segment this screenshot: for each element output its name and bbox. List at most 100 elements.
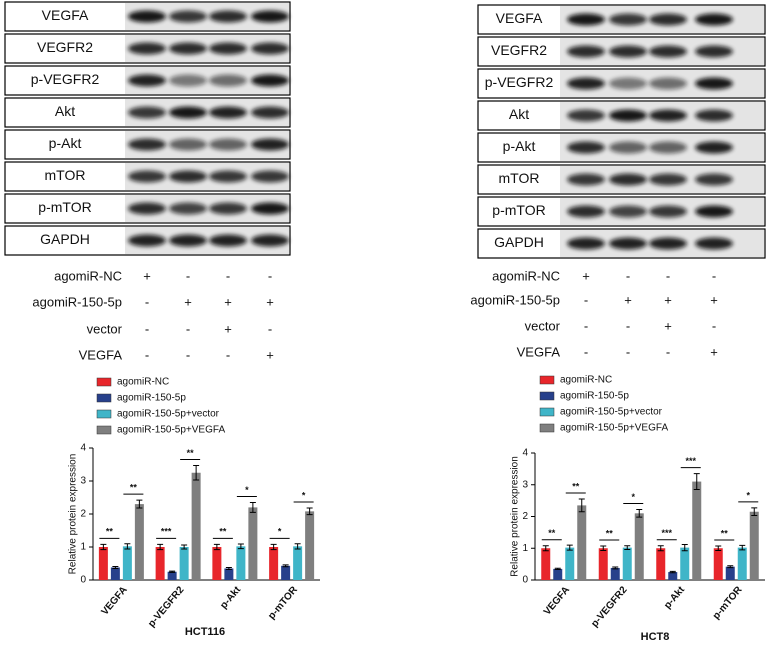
y-tick-label: 4 [522, 448, 528, 459]
error-bar [624, 545, 631, 551]
y-tick-label: 4 [80, 443, 86, 454]
significance-label: *** [661, 528, 672, 538]
condition-sign: - [268, 321, 272, 336]
significance-label: ** [721, 528, 729, 538]
bar [749, 511, 759, 580]
band [695, 109, 733, 122]
condition-sign: + [266, 347, 274, 362]
bar [692, 481, 702, 580]
condition-sign: - [666, 268, 670, 283]
condition-label: vector [87, 321, 123, 336]
bar [122, 546, 132, 580]
x-tick-label: p-Akt [662, 584, 687, 611]
condition-sign: - [186, 347, 190, 362]
condition-sign: + [624, 292, 632, 307]
band [609, 45, 647, 58]
condition-sign: - [145, 294, 149, 309]
bar [541, 548, 551, 580]
condition-sign: - [712, 268, 716, 283]
condition-sign: - [626, 268, 630, 283]
band [649, 45, 687, 58]
band [649, 13, 687, 26]
band [609, 77, 647, 90]
legend-swatch [539, 375, 555, 385]
error-bar [657, 545, 664, 552]
condition-label: agomiR-NC [54, 268, 122, 283]
band [169, 74, 207, 87]
band [128, 138, 166, 151]
band [695, 141, 733, 154]
bar [212, 547, 222, 580]
condition-label: agomiR-150-5p [32, 294, 122, 309]
condition-sign: + [184, 294, 192, 309]
condition-sign: - [712, 318, 716, 333]
chart-title: HCT8 [641, 631, 670, 643]
legend-label: agomiR-150-5p+vector [560, 407, 663, 418]
x-tick-label: p-Akt [218, 584, 243, 611]
legend-label: agomiR-150-5p+vector [117, 409, 220, 420]
blot-label: VEGFR2 [491, 42, 547, 58]
bar [737, 547, 747, 580]
band [209, 202, 247, 215]
condition-sign: - [584, 318, 588, 333]
band [567, 109, 605, 122]
bar [155, 547, 165, 580]
band [649, 173, 687, 186]
blot-label: mTOR [45, 167, 86, 183]
legend-label: agomiR-150-5p+VEGFA [560, 423, 668, 434]
y-axis-label: Relative protein expression [510, 456, 521, 577]
band [251, 106, 289, 119]
condition-label: vector [525, 318, 561, 333]
bar [110, 567, 120, 580]
blot-label: VEGFR2 [37, 39, 93, 55]
band [609, 237, 647, 250]
error-bar [751, 507, 758, 517]
legend-swatch [96, 409, 112, 419]
significance-label: ** [572, 481, 580, 491]
band [251, 138, 289, 151]
chart-title: HCT116 [185, 626, 225, 638]
band [609, 205, 647, 218]
band [649, 237, 687, 250]
x-tick-label: p-VEGFR2 [146, 584, 186, 629]
y-tick-label: 0 [80, 575, 86, 586]
bar [713, 548, 723, 580]
bar [577, 505, 587, 580]
condition-sign: - [584, 344, 588, 359]
band [128, 42, 166, 55]
legend-label: agomiR-150-5p+VEGFA [117, 425, 225, 436]
band [567, 45, 605, 58]
x-tick-label: p-mTOR [711, 584, 745, 622]
band [567, 77, 605, 90]
legend-swatch [539, 407, 555, 417]
band [251, 234, 289, 247]
band [209, 74, 247, 87]
error-bar [249, 501, 256, 513]
error-bar [193, 464, 200, 481]
y-tick-label: 2 [522, 511, 528, 522]
band [169, 234, 207, 247]
bar [622, 547, 632, 580]
band [609, 13, 647, 26]
band [567, 205, 605, 218]
condition-sign: - [584, 292, 588, 307]
legend-label: agomiR-NC [560, 375, 612, 386]
significance-label: * [302, 490, 306, 500]
condition-label: agomiR-NC [492, 268, 560, 283]
band [609, 109, 647, 122]
bar [167, 571, 177, 580]
significance-label: ** [219, 527, 227, 537]
significance-label: *** [161, 527, 172, 537]
band [695, 45, 733, 58]
x-tick-label: p-mTOR [266, 584, 300, 622]
bar [610, 567, 620, 580]
error-bar [739, 544, 746, 551]
band [251, 170, 289, 183]
error-bar [681, 543, 688, 552]
error-bar [612, 566, 619, 570]
blot-label: p-mTOR [492, 202, 545, 218]
error-bar [715, 545, 722, 551]
band [567, 173, 605, 186]
condition-label: agomiR-150-5p [470, 292, 560, 307]
